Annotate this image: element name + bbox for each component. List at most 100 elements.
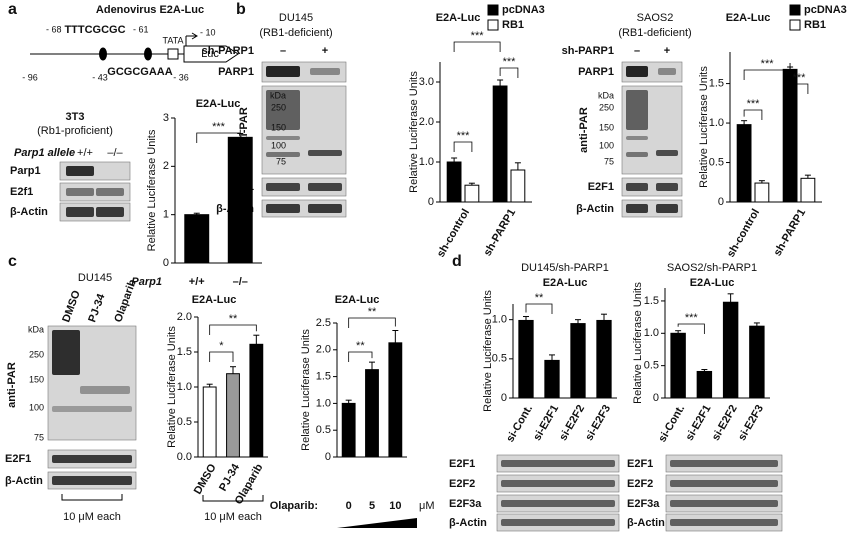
blot-band bbox=[266, 183, 300, 191]
blot-band bbox=[670, 500, 778, 507]
blot-band bbox=[66, 188, 94, 196]
y-tick-label: 0.5 bbox=[177, 416, 192, 428]
significance-label: ** bbox=[535, 292, 544, 304]
ladder-label: 250 bbox=[271, 102, 286, 112]
blot-band bbox=[308, 183, 342, 191]
significance-label: *** bbox=[503, 56, 517, 68]
significance-bracket bbox=[453, 41, 501, 52]
cell-line: 3T3 bbox=[66, 111, 85, 123]
y-tick-label: 1.0 bbox=[644, 327, 659, 339]
significance-label: *** bbox=[685, 312, 699, 324]
blot-band bbox=[66, 207, 94, 217]
row-label: β-Actin bbox=[5, 475, 43, 487]
significance-label: ** bbox=[368, 306, 377, 318]
chart-title: E2A-Luc bbox=[690, 277, 735, 289]
x-tick-label: si-Cont. bbox=[656, 403, 687, 444]
y-tick-label: 2.0 bbox=[316, 344, 331, 356]
cell-line: SAOS2 bbox=[637, 12, 674, 24]
bar bbox=[800, 177, 816, 203]
row-label: PARP1 bbox=[218, 66, 254, 78]
chart-title: E2A-Luc bbox=[335, 294, 380, 306]
binding-site bbox=[144, 47, 152, 61]
y-tick-label: 0.5 bbox=[644, 360, 659, 372]
legend-swatch bbox=[789, 19, 801, 31]
x-tick-label: si-Cont. bbox=[504, 403, 535, 444]
row-label: E2F2 bbox=[627, 478, 653, 490]
blot-band bbox=[501, 519, 615, 526]
luc-arrow bbox=[183, 45, 239, 63]
blot-band bbox=[626, 66, 648, 77]
row-label: β-Actin bbox=[627, 517, 665, 529]
position: - 96 bbox=[22, 72, 38, 82]
significance-label: ** bbox=[229, 313, 238, 325]
blot-band bbox=[266, 90, 300, 130]
position: - 68 bbox=[46, 24, 62, 34]
significance-label: *** bbox=[793, 72, 807, 84]
blot-band bbox=[52, 406, 132, 412]
blot-band bbox=[308, 150, 342, 156]
blot-band bbox=[96, 188, 124, 196]
y-tick-label: 1.0 bbox=[709, 117, 724, 129]
x-tick-label: si-E2F3 bbox=[736, 403, 766, 443]
blot-band bbox=[266, 136, 300, 140]
tata-box bbox=[167, 48, 179, 60]
y-tick-label: 1 bbox=[163, 209, 169, 221]
reporter-label: Luc bbox=[201, 48, 219, 60]
ladder-label: 150 bbox=[271, 122, 286, 132]
x-tick-label: DMSO bbox=[192, 462, 219, 497]
chart-title: E2A-Luc bbox=[196, 98, 241, 110]
ladder-label: 150 bbox=[599, 122, 614, 132]
bar bbox=[446, 161, 462, 203]
significance-bracket bbox=[348, 317, 396, 328]
bar bbox=[341, 402, 356, 458]
y-tick-label: 0 bbox=[325, 451, 331, 463]
lane-label: + bbox=[322, 45, 328, 57]
x-tick-label: 5 bbox=[369, 500, 375, 512]
blot-band bbox=[670, 460, 778, 467]
significance-label: *** bbox=[761, 58, 775, 70]
blot-band bbox=[626, 152, 648, 157]
row-label: anti-PAR bbox=[578, 107, 590, 153]
chart-subtitle: SAOS2/sh-PARP1 bbox=[667, 262, 757, 274]
y-tick-label: 1.5 bbox=[709, 77, 724, 89]
cell-status: (Rb1-proficient) bbox=[37, 125, 113, 137]
row-label: PARP1 bbox=[578, 66, 614, 78]
ladder-label: kDa bbox=[598, 90, 614, 100]
blot-band bbox=[96, 207, 124, 217]
bar bbox=[184, 214, 210, 264]
row-label: E2F2 bbox=[449, 478, 475, 490]
row-label: E2F1 bbox=[5, 453, 31, 465]
y-tick-label: 0 bbox=[653, 392, 659, 404]
bar bbox=[365, 369, 379, 458]
concentration-wedge bbox=[337, 518, 417, 528]
sequence: TTTCGCGC bbox=[64, 24, 125, 36]
y-tick-label: 1.0 bbox=[492, 314, 507, 326]
significance-bracket bbox=[196, 129, 241, 143]
position: - 36 bbox=[173, 72, 189, 82]
y-axis-label: Relative Luciferase Units bbox=[300, 329, 312, 451]
treatment-label: sh-PARP1 bbox=[202, 45, 254, 57]
bar bbox=[227, 136, 253, 264]
ladder-label: 100 bbox=[271, 140, 286, 150]
y-axis-label: Relative Luciferase Units bbox=[632, 282, 644, 404]
row-label: β-Actin bbox=[449, 517, 487, 529]
y-tick-label: 3.0 bbox=[419, 76, 434, 88]
blot-band bbox=[66, 166, 94, 176]
y-axis-label: Relative Luciferase Units bbox=[166, 326, 178, 448]
blot-band bbox=[266, 204, 300, 213]
ladder-label: kDa bbox=[270, 90, 286, 100]
blot-band bbox=[308, 204, 342, 213]
bracket bbox=[202, 495, 264, 502]
y-tick-label: 2.0 bbox=[177, 311, 192, 323]
lane-label: +/+ bbox=[77, 147, 93, 159]
chart-title: E2A-Luc bbox=[192, 294, 237, 306]
x-tick-label: sh-control bbox=[435, 207, 472, 260]
bar bbox=[696, 370, 713, 399]
row-label: E2f1 bbox=[10, 186, 33, 198]
chart-title: E2A-Luc bbox=[543, 277, 588, 289]
bar bbox=[510, 169, 526, 203]
significance-bracket bbox=[499, 67, 519, 78]
significance-bracket bbox=[348, 351, 373, 362]
ladder-label: 75 bbox=[276, 156, 286, 166]
lane-label: + bbox=[664, 45, 670, 57]
